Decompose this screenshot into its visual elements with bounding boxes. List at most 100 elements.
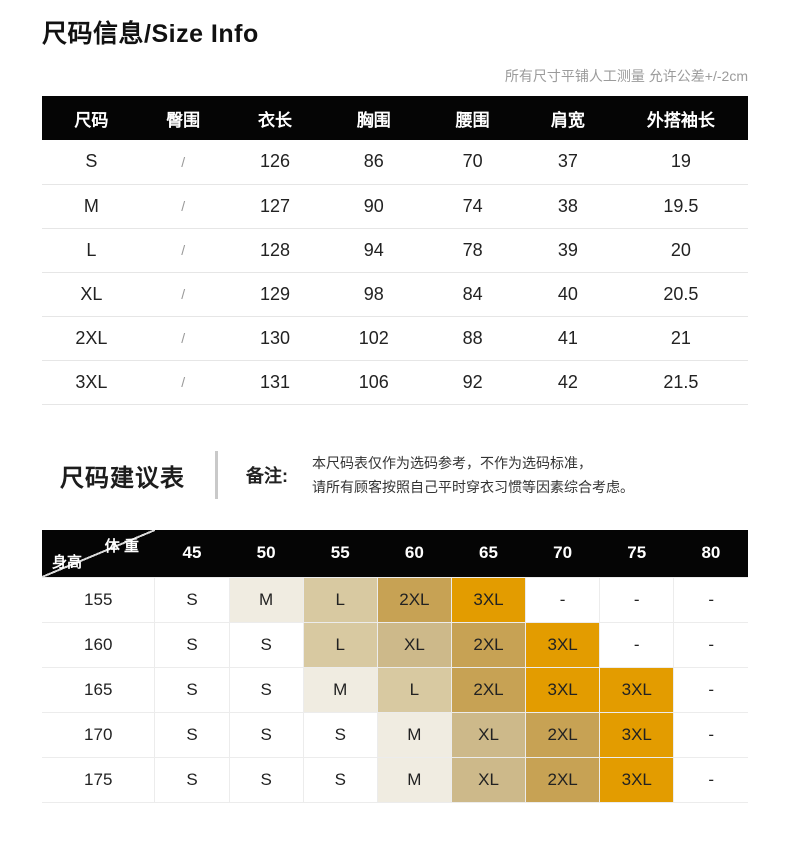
size-table-row: S/126 86 70 37 19 <box>42 140 748 185</box>
weight-header-cell: 70 <box>525 529 600 578</box>
size-recommendation-cell: 3XL <box>599 712 675 758</box>
size-recommendation-cell: 3XL <box>525 622 601 668</box>
size-recommendation-cell: 2XL <box>451 667 527 713</box>
size-table-body: S/126 86 70 37 19 M/127 90 74 38 19.5 L/128 94 78 39 2… <box>42 140 748 405</box>
size-recommendation-cell: S <box>154 712 230 758</box>
measurement-cell: / <box>140 316 226 361</box>
suggestion-section-header: 尺码建议表 备注: 本尺码表仅作为选码参考，不作为选码标准， 请所有顾客按照自己… <box>42 451 748 500</box>
size-label-cell: 3XL <box>42 360 141 405</box>
size-recommendation-cell: 3XL <box>599 667 675 713</box>
measurement-cell: 40 <box>522 272 614 317</box>
measurement-cell: 42 <box>522 360 614 405</box>
size-recommendation-cell: 3XL <box>451 577 527 623</box>
corner-height-label: 身高 <box>52 554 83 571</box>
size-label-cell: 2XL <box>42 316 141 361</box>
page-title: 尺码信息/Size Info <box>42 20 259 48</box>
size-recommendation-cell: M <box>303 667 378 713</box>
note-label: 备注: <box>246 466 288 486</box>
size-recommendation-cell: 3XL <box>599 757 675 803</box>
size-table-header-cell: 臀围 <box>140 96 226 140</box>
measurement-cell: 106 <box>324 360 424 405</box>
size-label-cell: M <box>42 184 141 229</box>
note-line-2: 请所有顾客按照自己平时穿衣习惯等因素综合考虑。 <box>312 479 634 495</box>
size-recommendation-cell: - <box>599 577 675 623</box>
vertical-divider <box>215 451 218 499</box>
weight-header-cell: 75 <box>599 529 674 578</box>
measurement-cell: 39 <box>522 228 614 273</box>
size-recommendation-cell: L <box>303 622 378 668</box>
measurement-cell: 38 <box>522 184 614 229</box>
height-label-cell: 175 <box>42 757 156 803</box>
size-recommendation-cell: M <box>377 712 452 758</box>
matrix-table-row: 155 S M L 2XL 3XL - - - <box>42 577 748 623</box>
size-label-cell: XL <box>42 272 141 317</box>
matrix-table-row: 170 S S S M XL 2XL 3XL - <box>42 712 748 758</box>
measurement-cell: 126 <box>225 140 325 185</box>
size-recommendation-cell: XL <box>377 622 452 668</box>
size-recommendation-cell: S <box>303 757 378 803</box>
size-recommendation-cell: - <box>673 622 748 668</box>
size-recommendation-cell: 2XL <box>525 757 601 803</box>
measurement-cell: 102 <box>324 316 424 361</box>
size-recommendation-cell: M <box>229 577 304 623</box>
measurement-cell: 20.5 <box>613 272 748 317</box>
size-recommendation-cell: S <box>154 757 230 803</box>
height-label-cell: 165 <box>42 667 156 713</box>
size-recommendation-cell: - <box>673 757 748 803</box>
size-recommendation-cell: S <box>154 622 230 668</box>
measurement-cell: 21 <box>613 316 748 361</box>
size-table-header-row: 尺码 臀围 衣长 胸围 腰围 肩宽 外搭袖长 <box>42 96 748 140</box>
size-recommendation-cell: - <box>525 577 601 623</box>
measurement-cell: 37 <box>522 140 614 185</box>
size-recommendation-cell: S <box>229 757 304 803</box>
measurement-cell: 129 <box>225 272 325 317</box>
matrix-table-body: 155 S M L 2XL 3XL - - -160 S S L XL 2XL 3XL - -165 S S M L 2X… <box>42 577 748 803</box>
corner-cell: 体 重 身高 <box>42 529 155 578</box>
height-label-cell: 155 <box>42 577 156 623</box>
size-table-header-cell: 肩宽 <box>522 96 614 140</box>
size-recommendation-cell: - <box>599 622 675 668</box>
matrix-header-row: 体 重 身高 45 50 55 60 65 70 75 80 <box>42 529 748 578</box>
size-table-header-cell: 外搭袖长 <box>613 96 748 140</box>
measurement-cell: / <box>140 228 226 273</box>
height-label-cell: 160 <box>42 622 156 668</box>
size-recommendation-cell: S <box>303 712 378 758</box>
measurement-cell: 86 <box>324 140 424 185</box>
measurement-cell: 74 <box>423 184 523 229</box>
measurement-cell: 131 <box>225 360 325 405</box>
size-table-header-cell: 胸围 <box>324 96 424 140</box>
weight-header-cell: 60 <box>377 529 452 578</box>
matrix-table-row: 160 S S L XL 2XL 3XL - - <box>42 622 748 668</box>
size-recommendation-cell: S <box>229 712 304 758</box>
measurement-cell: 21.5 <box>613 360 748 405</box>
size-recommendation-cell: S <box>154 667 230 713</box>
measurement-cell: 130 <box>225 316 325 361</box>
size-recommendation-cell: 2XL <box>525 712 601 758</box>
note-line-1: 本尺码表仅作为选码参考，不作为选码标准， <box>312 454 592 471</box>
size-table-header-cell: 衣长 <box>225 96 325 140</box>
size-recommendation-cell: L <box>377 667 452 713</box>
size-recommendation-cell: XL <box>451 757 527 803</box>
size-label-cell: S <box>42 140 141 185</box>
size-recommendation-cell: S <box>154 577 230 623</box>
matrix-table-row: 165 S S M L 2XL 3XL 3XL - <box>42 667 748 713</box>
size-recommendation-cell: XL <box>451 712 527 758</box>
measurement-cell: 41 <box>522 316 614 361</box>
measurement-cell: / <box>140 140 226 185</box>
size-table-row: L/128 94 78 39 20 <box>42 228 748 273</box>
size-recommendation-cell: 3XL <box>525 667 601 713</box>
size-table-row: XL/129 98 84 40 20.5 <box>42 272 748 317</box>
measurement-cell: 88 <box>423 316 523 361</box>
size-recommendation-cell: - <box>673 667 748 713</box>
size-table: 尺码 臀围 衣长 胸围 腰围 肩宽 外搭袖长 S/126 86 70 37 19 M/127 90 74 3… <box>42 96 748 405</box>
size-recommendation-cell: 2XL <box>377 577 452 623</box>
size-table-row: M/127 90 74 38 19.5 <box>42 184 748 229</box>
measurement-cell: 78 <box>423 228 523 273</box>
measurement-cell: 128 <box>225 228 325 273</box>
weight-header-cell: 55 <box>303 529 378 578</box>
measurement-cell: 84 <box>423 272 523 317</box>
size-recommendation-cell: S <box>229 622 304 668</box>
height-label-cell: 170 <box>42 712 156 758</box>
measurement-cell: 19 <box>613 140 748 185</box>
measurement-cell: 127 <box>225 184 325 229</box>
